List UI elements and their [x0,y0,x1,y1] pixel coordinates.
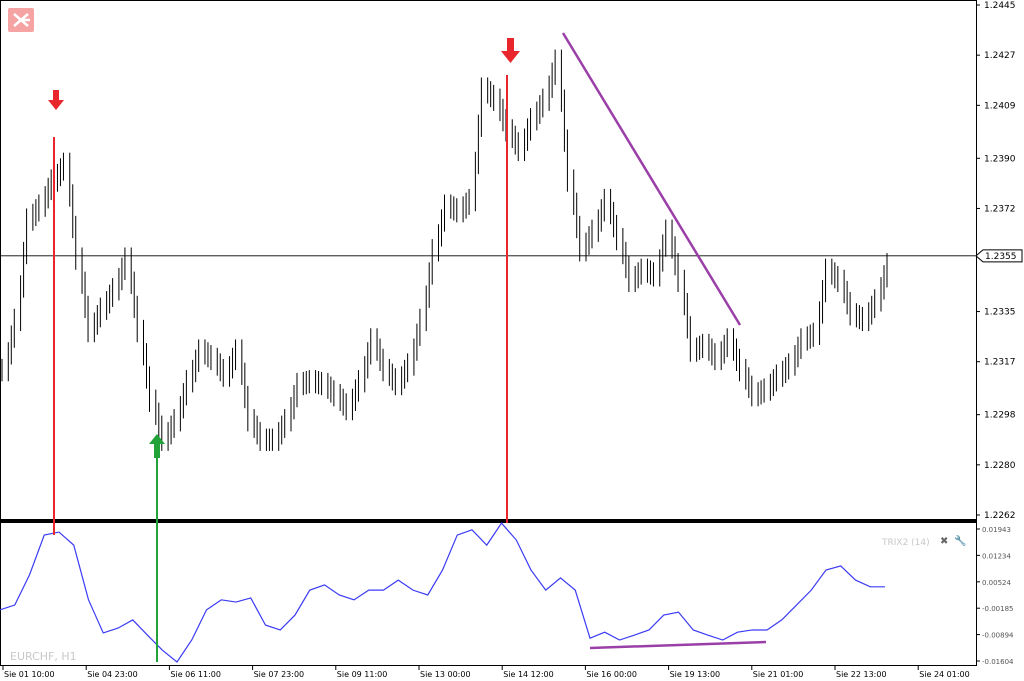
buy-arrow-icon [149,434,165,458]
sell-arrow-icon [501,38,520,63]
chart-frame [0,0,977,666]
trix-line [0,522,885,663]
y-tick-label: 1.2390 [984,154,1016,164]
wrench-icon[interactable]: 🔧 [954,536,967,547]
y-tick-label: 1.2280 [984,461,1016,471]
broker-logo-icon [8,8,34,32]
x-tick-label: Sie 13 00:00 [420,670,471,679]
ind-tick-label: 0.01943 [982,526,1011,534]
pane-separator [0,519,977,523]
current-price-label: 1.2355 [985,252,1017,262]
y-tick-label: 1.2409 [984,101,1016,111]
x-tick-label: Sie 14 12:00 [503,670,554,679]
x-tick-label: Sie 06 11:00 [170,670,221,679]
x-tick-label: Sie 24 01:00 [919,670,970,679]
x-tick-label: Sie 04 23:00 [87,670,138,679]
indicator-label: TRIX2 (14) [882,538,930,548]
ind-tick-label: 0.01234 [982,552,1011,560]
y-tick-label: 1.2427 [984,51,1016,61]
x-tick-label: Sie 19 13:00 [670,670,721,679]
x-tick-label: Sie 21 01:00 [753,670,804,679]
price-trendline [561,32,742,326]
ind-tick-label: -0.00894 [982,632,1014,640]
indicator-trendline [589,640,767,650]
y-tick-label: 1.2262 [984,511,1016,521]
current-price-tag [975,249,1023,263]
y-tick-label: 1.2445 [984,1,1016,11]
ind-tick-label: 0.00524 [982,579,1011,587]
x-tick-label: Sie 01 10:00 [4,670,55,679]
ind-tick-label: -0.00185 [982,605,1013,613]
y-tick-label: 1.2372 [984,204,1016,214]
y-tick-label: 1.2335 [984,308,1016,318]
symbol-label: EURCHF, H1 [10,650,77,663]
x-tick-label: Sie 22 13:00 [836,670,887,679]
ind-tick-label: -0.01604 [982,658,1014,666]
y-tick-label: 1.2317 [984,358,1016,368]
close-icon[interactable]: ✖ [940,536,949,547]
x-tick-label: Sie 07 23:00 [254,670,305,679]
x-tick-label: Sie 16 00:00 [586,670,637,679]
x-tick-label: Sie 09 11:00 [337,670,388,679]
sell-arrow-icon [48,90,64,110]
y-tick-label: 1.2298 [984,411,1016,421]
